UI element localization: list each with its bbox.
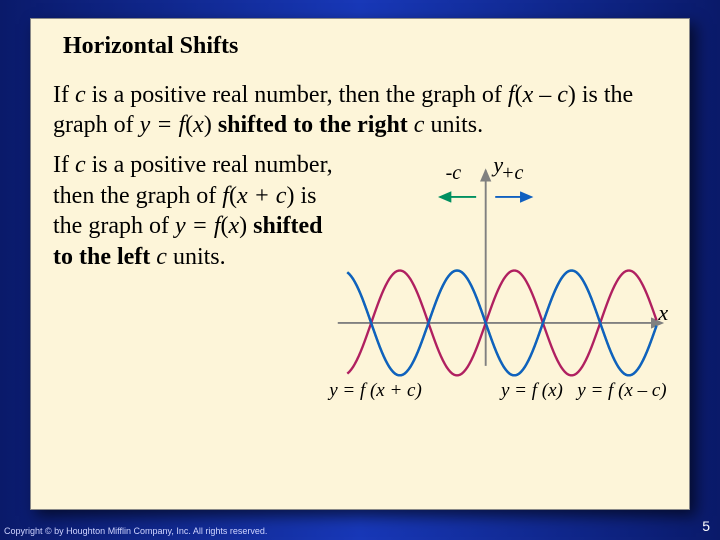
paragraph-right-shift: If c is a positive real number, then the…: [53, 80, 667, 140]
pos-c-label: +c: [501, 162, 523, 185]
slide-card: Horizontal Shifts If c is a positive rea…: [30, 18, 690, 510]
diagram-area: y x -c +c y = f (x + c) y = f (x) y = f …: [333, 150, 667, 410]
page-number: 5: [702, 518, 710, 534]
curve-left-label: y = f (x + c): [329, 380, 422, 402]
curve-mid-label: y = f (x): [501, 380, 563, 402]
content-row: If c is a positive real number, then the…: [53, 150, 667, 410]
paragraph-left-shift: If c is a positive real number, then the…: [53, 150, 333, 273]
x-axis-label: x: [658, 300, 668, 326]
slide-title: Horizontal Shifts: [63, 33, 667, 60]
neg-c-label: -c: [446, 162, 462, 185]
copyright-footer: Copyright © by Houghton Mifflin Company,…: [4, 526, 267, 536]
shift-diagram: [333, 150, 667, 410]
curve-right-label: y = f (x – c): [577, 380, 666, 402]
